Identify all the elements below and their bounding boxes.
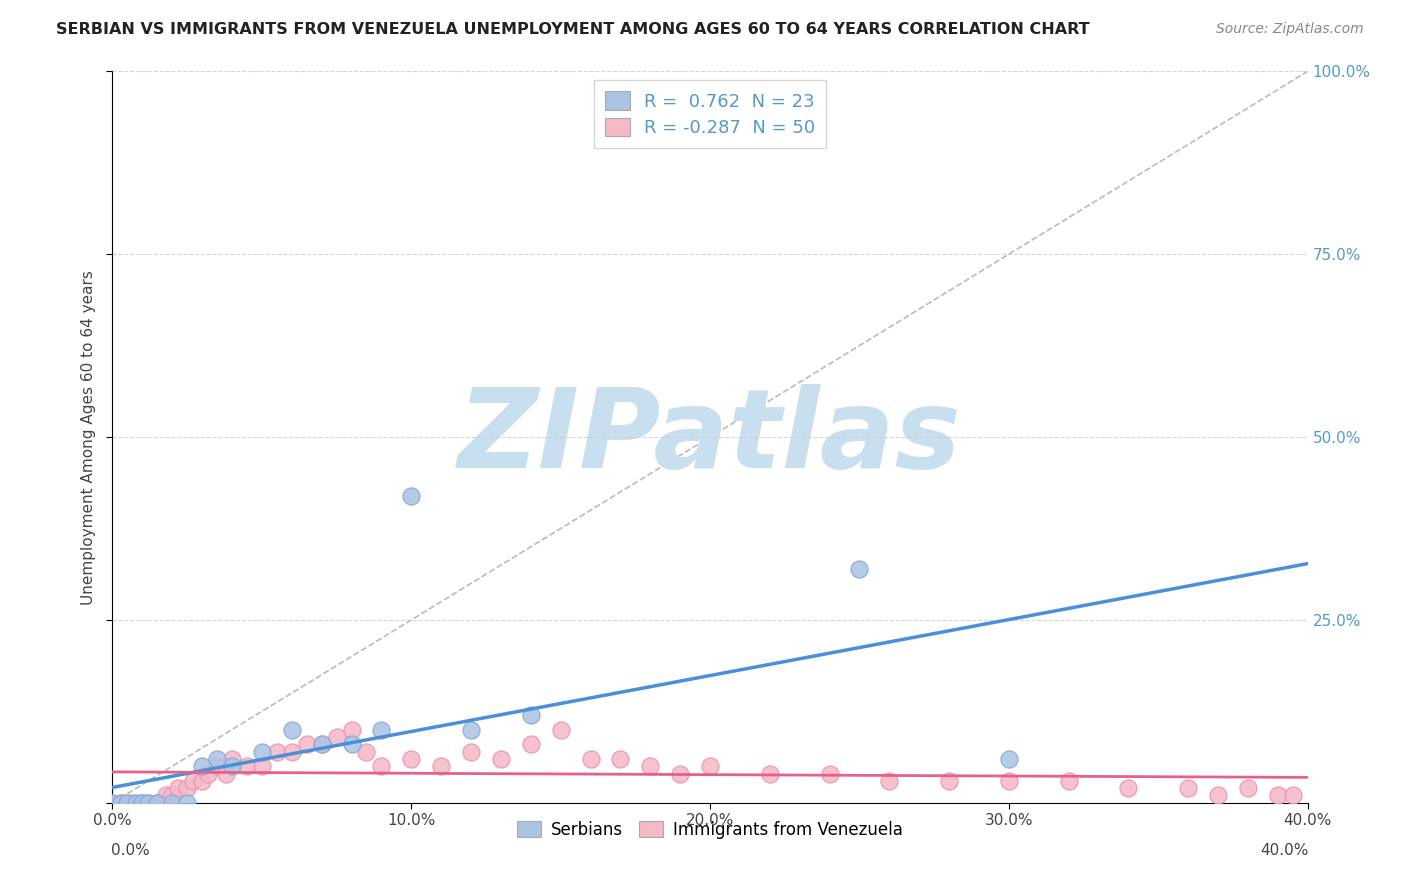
Point xyxy=(197,766,219,780)
Point xyxy=(579,752,602,766)
Point xyxy=(221,752,243,766)
Point xyxy=(205,752,228,766)
Point xyxy=(131,796,153,810)
Point xyxy=(998,773,1021,788)
Point xyxy=(340,723,363,737)
Point xyxy=(101,796,124,810)
Point xyxy=(250,745,273,759)
Point xyxy=(998,752,1021,766)
Point xyxy=(520,708,543,723)
Point xyxy=(181,773,204,788)
Point xyxy=(155,789,177,803)
Point xyxy=(311,737,333,751)
Point xyxy=(191,773,214,788)
Legend: Serbians, Immigrants from Venezuela: Serbians, Immigrants from Venezuela xyxy=(510,814,910,846)
Point xyxy=(325,730,347,744)
Point xyxy=(460,723,482,737)
Point xyxy=(356,745,378,759)
Point xyxy=(110,796,132,810)
Point xyxy=(669,766,692,780)
Point xyxy=(215,766,238,780)
Point xyxy=(295,737,318,751)
Point xyxy=(167,781,190,796)
Text: SERBIAN VS IMMIGRANTS FROM VENEZUELA UNEMPLOYMENT AMONG AGES 60 TO 64 YEARS CORR: SERBIAN VS IMMIGRANTS FROM VENEZUELA UNE… xyxy=(56,22,1090,37)
Point xyxy=(205,759,228,773)
Point xyxy=(640,759,662,773)
Point xyxy=(401,489,423,503)
Point xyxy=(176,781,198,796)
Point xyxy=(117,796,139,810)
Point xyxy=(117,796,139,810)
Point xyxy=(1118,781,1140,796)
Point xyxy=(759,766,782,780)
Point xyxy=(489,752,512,766)
Point xyxy=(1237,781,1260,796)
Point xyxy=(609,752,631,766)
Point xyxy=(370,723,392,737)
Point xyxy=(131,796,153,810)
Point xyxy=(848,562,870,576)
Point xyxy=(281,745,304,759)
Point xyxy=(401,752,423,766)
Point xyxy=(520,737,543,751)
Point xyxy=(236,759,259,773)
Point xyxy=(138,796,160,810)
Point xyxy=(162,789,183,803)
Point xyxy=(340,737,363,751)
Text: ZIPatlas: ZIPatlas xyxy=(458,384,962,491)
Point xyxy=(250,759,273,773)
Point xyxy=(266,745,288,759)
Point xyxy=(146,796,169,810)
Point xyxy=(430,759,453,773)
Text: 40.0%: 40.0% xyxy=(1260,843,1309,858)
Point xyxy=(699,759,721,773)
Point xyxy=(460,745,482,759)
Point xyxy=(1206,789,1229,803)
Y-axis label: Unemployment Among Ages 60 to 64 years: Unemployment Among Ages 60 to 64 years xyxy=(80,269,96,605)
Point xyxy=(221,759,243,773)
Point xyxy=(879,773,901,788)
Point xyxy=(550,723,572,737)
Point xyxy=(101,796,124,810)
Text: Source: ZipAtlas.com: Source: ZipAtlas.com xyxy=(1216,22,1364,37)
Point xyxy=(938,773,960,788)
Point xyxy=(818,766,841,780)
Point xyxy=(1267,789,1289,803)
Point xyxy=(146,796,169,810)
Point xyxy=(1057,773,1080,788)
Text: 0.0%: 0.0% xyxy=(111,843,150,858)
Point xyxy=(110,796,132,810)
Point xyxy=(370,759,392,773)
Point xyxy=(122,796,145,810)
Point xyxy=(311,737,333,751)
Point xyxy=(162,796,183,810)
Point xyxy=(1177,781,1199,796)
Point xyxy=(131,796,153,810)
Point xyxy=(138,796,160,810)
Point xyxy=(191,759,214,773)
Point xyxy=(176,796,198,810)
Point xyxy=(1281,789,1303,803)
Point xyxy=(125,796,148,810)
Point xyxy=(281,723,304,737)
